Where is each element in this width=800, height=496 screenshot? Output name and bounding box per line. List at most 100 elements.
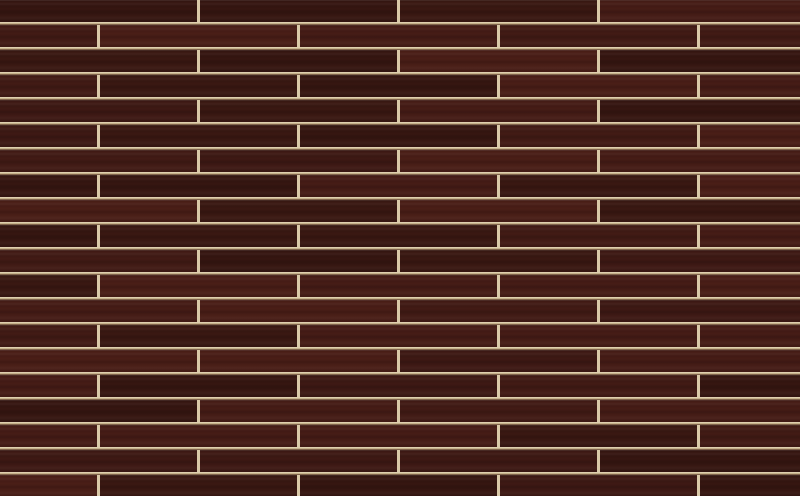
brick-segment	[0, 450, 200, 475]
brick-segment	[700, 375, 800, 400]
brick-segment	[100, 275, 300, 300]
brick-segment	[0, 400, 200, 425]
brick-segment	[500, 275, 700, 300]
brick-segment	[200, 100, 400, 125]
brick-segment	[0, 325, 100, 350]
brick-segment	[300, 325, 500, 350]
brick-segment	[300, 275, 500, 300]
brick-segment	[600, 450, 800, 475]
brick-segment	[0, 175, 100, 200]
brick-row	[0, 400, 800, 425]
brick-segment	[100, 375, 300, 400]
brick-row	[0, 175, 800, 200]
brick-segment	[0, 275, 100, 300]
brick-segment	[400, 400, 600, 425]
brick-segment	[300, 25, 500, 50]
brick-row	[0, 0, 800, 25]
brick-segment	[100, 225, 300, 250]
brick-segment	[700, 125, 800, 150]
brick-segment	[700, 425, 800, 450]
brick-segment	[300, 125, 500, 150]
brick-segment	[500, 75, 700, 100]
brick-segment	[500, 125, 700, 150]
brick-segment	[200, 300, 400, 325]
brick-segment	[300, 475, 500, 496]
brick-row	[0, 225, 800, 250]
brick-segment	[0, 50, 200, 75]
brick-segment	[300, 425, 500, 450]
brick-row	[0, 200, 800, 225]
brick-segment	[0, 225, 100, 250]
brick-segment	[700, 475, 800, 496]
brick-segment	[200, 200, 400, 225]
brick-segment	[0, 0, 200, 25]
brick-row	[0, 150, 800, 175]
brick-segment	[700, 325, 800, 350]
brick-segment	[500, 175, 700, 200]
brick-segment	[0, 200, 200, 225]
brick-segment	[100, 325, 300, 350]
brick-segment	[400, 100, 600, 125]
brick-segment	[0, 250, 200, 275]
brick-segment	[400, 50, 600, 75]
brick-row	[0, 250, 800, 275]
brick-segment	[700, 225, 800, 250]
brick-row	[0, 125, 800, 150]
brick-segment	[300, 375, 500, 400]
brick-segment	[600, 100, 800, 125]
brick-segment	[0, 25, 100, 50]
brick-segment	[0, 300, 200, 325]
brick-row	[0, 275, 800, 300]
brick-segment	[400, 350, 600, 375]
brick-segment	[500, 475, 700, 496]
brick-segment	[200, 400, 400, 425]
brick-segment	[500, 375, 700, 400]
brick-segment	[100, 75, 300, 100]
brick-row	[0, 325, 800, 350]
brick-row	[0, 350, 800, 375]
brick-segment	[600, 0, 800, 25]
brick-segment	[0, 150, 200, 175]
brick-segment	[400, 150, 600, 175]
brick-segment	[500, 25, 700, 50]
brick-row	[0, 50, 800, 75]
brick-segment	[500, 425, 700, 450]
brick-segment	[200, 350, 400, 375]
brick-segment	[600, 300, 800, 325]
brick-segment	[100, 175, 300, 200]
brick-segment	[0, 100, 200, 125]
brick-segment	[300, 175, 500, 200]
brick-segment	[500, 325, 700, 350]
brick-segment	[600, 400, 800, 425]
brick-wall-texture	[0, 0, 800, 496]
brick-segment	[600, 250, 800, 275]
brick-segment	[500, 225, 700, 250]
brick-segment	[400, 300, 600, 325]
brick-row	[0, 75, 800, 100]
brick-segment	[400, 200, 600, 225]
brick-segment	[100, 25, 300, 50]
brick-segment	[100, 425, 300, 450]
brick-segment	[200, 50, 400, 75]
brick-segment	[600, 150, 800, 175]
brick-segment	[200, 150, 400, 175]
brick-segment	[400, 450, 600, 475]
brick-segment	[600, 200, 800, 225]
brick-segment	[700, 175, 800, 200]
brick-segment	[600, 350, 800, 375]
brick-segment	[200, 0, 400, 25]
brick-segment	[100, 125, 300, 150]
brick-segment	[0, 125, 100, 150]
brick-segment	[0, 75, 100, 100]
brick-segment	[400, 0, 600, 25]
brick-segment	[0, 350, 200, 375]
brick-row	[0, 450, 800, 475]
brick-segment	[0, 475, 100, 496]
brick-segment	[400, 250, 600, 275]
brick-row	[0, 100, 800, 125]
brick-segment	[0, 425, 100, 450]
brick-segment	[600, 50, 800, 75]
brick-row	[0, 475, 800, 496]
brick-row	[0, 425, 800, 450]
brick-segment	[300, 225, 500, 250]
